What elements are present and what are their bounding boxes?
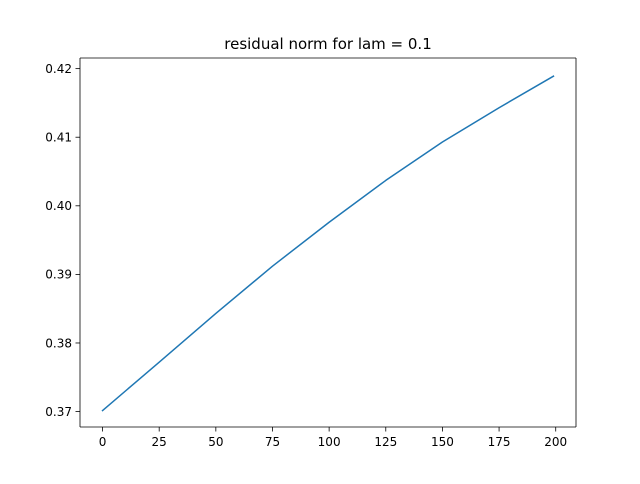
y-tick-label: 0.38 [45, 336, 72, 350]
series-layer [101, 75, 555, 412]
x-tick-label: 150 [431, 435, 454, 449]
chart-title: residual norm for lam = 0.1 [224, 35, 432, 53]
y-tick-label: 0.41 [45, 131, 72, 145]
axes-layer [79, 57, 577, 428]
y-tick-label: 0.39 [45, 268, 72, 282]
x-tick-label: 200 [544, 435, 567, 449]
x-tick-label: 50 [208, 435, 223, 449]
x-tick-label: 125 [374, 435, 397, 449]
y-tick-label: 0.42 [45, 62, 72, 76]
x-tick-label: 100 [318, 435, 341, 449]
y-tick-label: 0.37 [45, 405, 72, 419]
x-tick-label: 175 [488, 435, 511, 449]
x-tick-label: 75 [265, 435, 280, 449]
ticks-layer: 0 25 50 75 100 125 150 175 200 0.37 0.38 0.39 0.40 0.… [45, 62, 567, 449]
series-line-0 [101, 75, 555, 412]
x-tick-label: 0 [99, 435, 107, 449]
x-tick-label: 25 [152, 435, 167, 449]
y-tick-label: 0.40 [45, 199, 72, 213]
